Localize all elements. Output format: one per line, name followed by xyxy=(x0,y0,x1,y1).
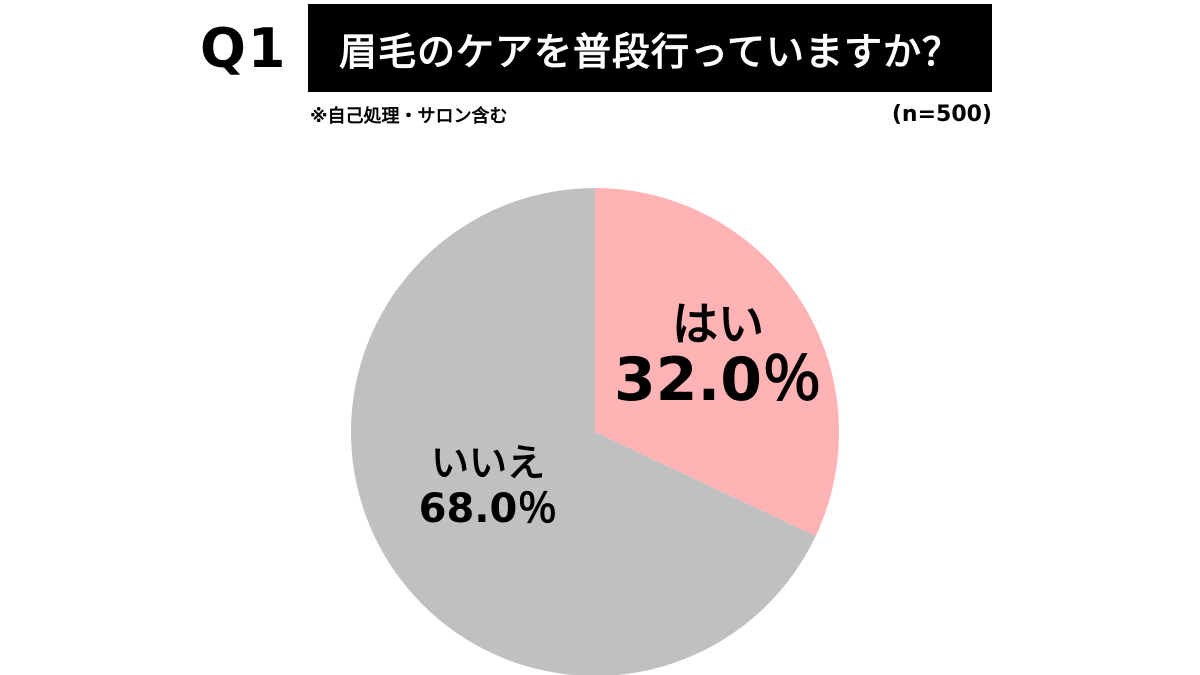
slice-label-yes: はい xyxy=(672,297,764,351)
pie-slice-no xyxy=(351,188,816,675)
slice-label-no: いいえ xyxy=(431,441,545,485)
slice-value-no: 68.0％ xyxy=(419,486,558,532)
pie-slice-yes xyxy=(595,188,839,536)
question-number: Q1 xyxy=(200,17,288,80)
title-bar: 眉毛のケアを普段行っていますか？ xyxy=(308,4,992,92)
slice-value-yes: 32.0％ xyxy=(614,345,822,415)
sample-size: (n=500) xyxy=(891,102,992,127)
chart-title: 眉毛のケアを普段行っていますか？ xyxy=(338,29,962,74)
note-text: ※自己処理・サロン含む xyxy=(310,106,508,127)
